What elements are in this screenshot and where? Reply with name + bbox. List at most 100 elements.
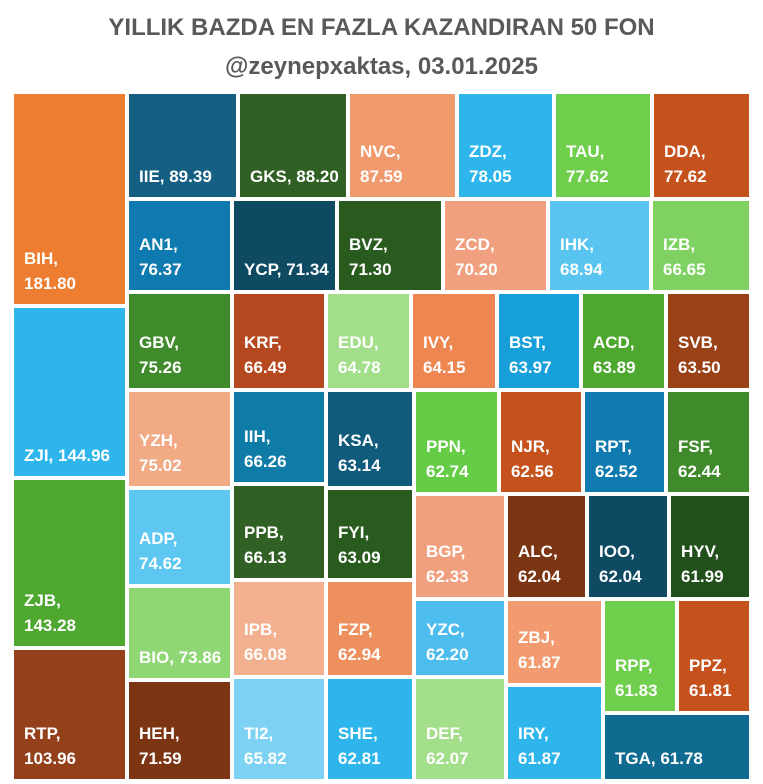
treemap-tile-zjb: ZJB, 143.28 bbox=[12, 478, 127, 648]
data-label: PPZ, 61.81 bbox=[689, 656, 732, 700]
treemap-tile-ycp: YCP, 71.34 bbox=[232, 199, 337, 292]
treemap-tile-fsf: FSF, 62.44 bbox=[666, 390, 751, 494]
treemap-tile-iie: IIE, 89.39 bbox=[127, 92, 238, 199]
treemap-tile-fzp: FZP, 62.94 bbox=[326, 580, 414, 677]
treemap-tile-svb: SVB, 63.50 bbox=[666, 292, 751, 390]
data-label: ZDZ, 78.05 bbox=[469, 142, 512, 186]
treemap-tile-yzc: YZC, 62.20 bbox=[414, 599, 506, 677]
data-label: ZBJ, 61.87 bbox=[518, 628, 561, 672]
data-label: EDU, 64.78 bbox=[338, 333, 381, 377]
data-label: BIH, 181.80 bbox=[24, 249, 76, 293]
treemap-tile-ti2: TI2, 65.82 bbox=[232, 677, 326, 781]
treemap-tile-ioo: IOO, 62.04 bbox=[587, 494, 669, 599]
data-label: YZH, 75.02 bbox=[139, 431, 182, 475]
treemap-tile-hyv: HYV, 61.99 bbox=[669, 494, 751, 599]
treemap-tile-nvc: NVC, 87.59 bbox=[348, 92, 457, 199]
data-label: DDA, 77.62 bbox=[664, 142, 707, 186]
treemap-tile-iry: IRY, 61.87 bbox=[506, 685, 603, 781]
data-label: ZCD, 70.20 bbox=[455, 235, 498, 279]
treemap-tile-rpp: RPP, 61.83 bbox=[603, 599, 677, 713]
data-label: GBV, 75.26 bbox=[139, 333, 182, 377]
treemap-tile-ivy: IVY, 64.15 bbox=[411, 292, 497, 390]
data-label: SVB, 63.50 bbox=[678, 333, 721, 377]
data-label: ACD, 63.89 bbox=[593, 333, 636, 377]
data-label: TAU, 77.62 bbox=[566, 142, 609, 186]
data-label: IZB, 66.65 bbox=[663, 235, 706, 279]
data-label: KSA, 63.14 bbox=[338, 431, 381, 475]
data-label: RPT, 62.52 bbox=[595, 437, 638, 481]
data-label: IHK, 68.94 bbox=[560, 235, 603, 279]
data-label: PPN, 62.74 bbox=[426, 437, 469, 481]
data-label: PPB, 66.13 bbox=[244, 523, 287, 567]
treemap-tile-rtp: RTP, 103.96 bbox=[12, 648, 127, 781]
data-label: BGP, 62.33 bbox=[426, 542, 469, 586]
treemap-tile-ppz: PPZ, 61.81 bbox=[677, 599, 751, 713]
data-label: FYI, 63.09 bbox=[338, 523, 381, 567]
treemap-tile-njr: NJR, 62.56 bbox=[499, 390, 583, 494]
treemap-tile-bst: BST, 63.97 bbox=[497, 292, 581, 390]
treemap-tile-izb: IZB, 66.65 bbox=[651, 199, 751, 292]
data-label: IIH, 66.26 bbox=[244, 427, 287, 471]
treemap-tile-zdz: ZDZ, 78.05 bbox=[457, 92, 554, 199]
treemap-tile-she: SHE, 62.81 bbox=[326, 677, 414, 781]
data-label: RPP, 61.83 bbox=[615, 656, 658, 700]
treemap-tile-bgp: BGP, 62.33 bbox=[414, 494, 506, 599]
treemap-tile-dda: DDA, 77.62 bbox=[652, 92, 751, 199]
treemap-tile-ppb: PPB, 66.13 bbox=[232, 484, 326, 580]
treemap-tile-ihk: IHK, 68.94 bbox=[548, 199, 651, 292]
treemap-tile-ipb: IPB, 66.08 bbox=[232, 580, 326, 677]
data-label: HEH, 71.59 bbox=[139, 724, 182, 768]
data-label: YCP, 71.34 bbox=[244, 260, 329, 279]
data-label: ALC, 62.04 bbox=[518, 542, 561, 586]
data-label: IOO, 62.04 bbox=[599, 542, 642, 586]
treemap-tile-bvz: BVZ, 71.30 bbox=[337, 199, 443, 292]
chart-subtitle: @zeynepxaktas, 03.01.2025 bbox=[225, 53, 538, 80]
data-label: IVY, 64.15 bbox=[423, 333, 466, 377]
treemap-tile-fyi: FYI, 63.09 bbox=[326, 488, 414, 580]
treemap-tile-adp: ADP, 74.62 bbox=[127, 488, 232, 586]
data-label: DEF, 62.07 bbox=[426, 724, 469, 768]
treemap-tile-def: DEF, 62.07 bbox=[414, 677, 506, 781]
data-label: IPB, 66.08 bbox=[244, 620, 287, 664]
data-label: KRF, 66.49 bbox=[244, 333, 287, 377]
treemap-tile-ksa: KSA, 63.14 bbox=[326, 390, 414, 488]
treemap-tile-tau: TAU, 77.62 bbox=[554, 92, 652, 199]
treemap-tile-gbv: GBV, 75.26 bbox=[127, 292, 232, 390]
treemap-tile-zbj: ZBJ, 61.87 bbox=[506, 599, 603, 685]
data-label: BST, 63.97 bbox=[509, 333, 552, 377]
data-label: YZC, 62.20 bbox=[426, 620, 469, 664]
data-label: AN1, 76.37 bbox=[139, 235, 182, 279]
data-label: FSF, 62.44 bbox=[678, 437, 721, 481]
data-label: ZJB, 143.28 bbox=[24, 591, 76, 635]
treemap-tile-bih: BIH, 181.80 bbox=[12, 92, 127, 306]
treemap-tile-gks: GKS, 88.20 bbox=[238, 92, 348, 199]
treemap-tile-iih: IIH, 66.26 bbox=[232, 390, 326, 484]
treemap-tile-tga: TGA, 61.78 bbox=[603, 713, 751, 781]
treemap-tile-rpt: RPT, 62.52 bbox=[583, 390, 666, 494]
treemap-tile-acd: ACD, 63.89 bbox=[581, 292, 666, 390]
treemap-tile-zji: ZJI, 144.96 bbox=[12, 306, 127, 478]
treemap-tile-bio: BIO, 73.86 bbox=[127, 586, 232, 680]
data-label: BVZ, 71.30 bbox=[349, 235, 392, 279]
data-label: SHE, 62.81 bbox=[338, 724, 381, 768]
data-label: NVC, 87.59 bbox=[360, 142, 403, 186]
data-label: TI2, 65.82 bbox=[244, 724, 287, 768]
data-label: IRY, 61.87 bbox=[518, 724, 561, 768]
data-label: RTP, 103.96 bbox=[24, 724, 76, 768]
treemap-tile-ppn: PPN, 62.74 bbox=[414, 390, 499, 494]
treemap-tile-edu: EDU, 64.78 bbox=[326, 292, 411, 390]
treemap-tile-an1: AN1, 76.37 bbox=[127, 199, 232, 292]
data-label: GKS, 88.20 bbox=[250, 167, 339, 186]
data-label: NJR, 62.56 bbox=[511, 437, 554, 481]
treemap-tile-yzh: YZH, 75.02 bbox=[127, 390, 232, 488]
data-label: BIO, 73.86 bbox=[139, 648, 222, 667]
chart-title: YILLIK BAZDA EN FAZLA KAZANDIRAN 50 FON bbox=[108, 14, 655, 41]
data-label: FZP, 62.94 bbox=[338, 620, 381, 664]
data-label: IIE, 89.39 bbox=[139, 167, 212, 186]
data-label: TGA, 61.78 bbox=[615, 749, 703, 768]
data-label: ZJI, 144.96 bbox=[24, 446, 111, 465]
data-label: HYV, 61.99 bbox=[681, 542, 724, 586]
treemap-tile-zcd: ZCD, 70.20 bbox=[443, 199, 548, 292]
treemap-tile-alc: ALC, 62.04 bbox=[506, 494, 587, 599]
